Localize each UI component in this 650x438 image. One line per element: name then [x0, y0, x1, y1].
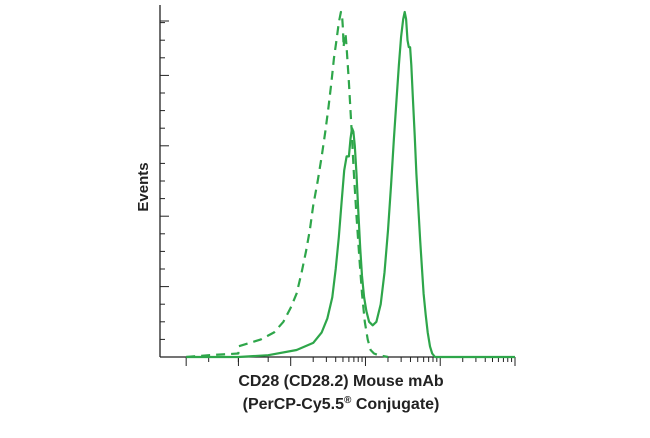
x-axis-label-line1: CD28 (CD28.2) Mouse mAb	[238, 373, 444, 390]
sample-histogram-curve	[186, 10, 515, 359]
registered-mark: ®	[344, 395, 352, 406]
plot-axes	[159, 5, 516, 366]
x-axis-label-line2-end: Conjugate)	[351, 396, 439, 413]
isotype-control-curve	[186, 10, 389, 359]
x-axis-label-line2: (PerCP-Cy5.5® Conjugate)	[243, 395, 440, 413]
y-axis-label: Events	[135, 162, 152, 211]
plot-curves	[186, 10, 515, 359]
x-axis-label-line2-start: (PerCP-Cy5.5	[243, 396, 344, 413]
